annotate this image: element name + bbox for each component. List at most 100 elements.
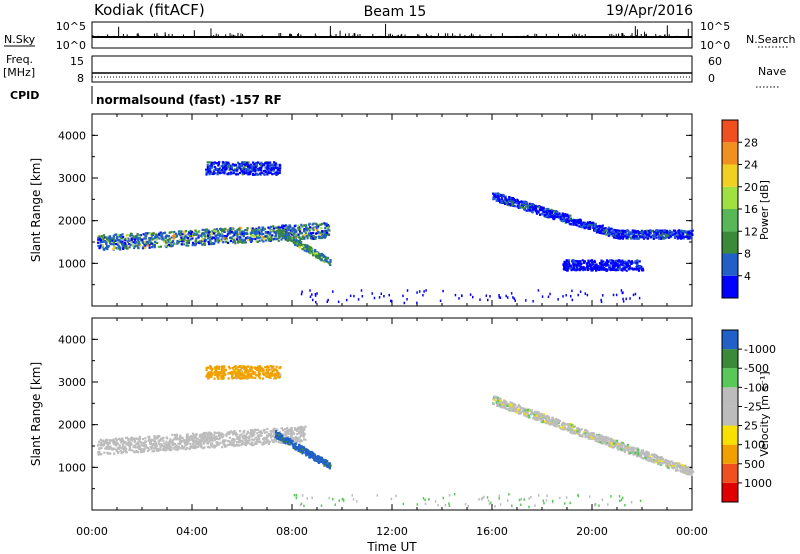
data-cell [254,237,257,241]
data-cell [489,295,491,298]
data-cell [618,237,621,240]
data-cell [646,237,649,240]
data-cell [655,230,658,233]
data-cell [131,237,134,240]
data-cell [461,294,463,298]
data-cell [244,163,248,166]
data-cell [213,431,216,434]
data-cell [618,264,621,267]
data-cell [239,164,242,168]
data-cell [274,166,277,169]
data-cell [280,238,283,241]
data-cell [576,219,579,222]
data-cell [309,289,311,292]
data-cell [654,229,658,232]
data-cell [542,206,545,209]
data-cell [673,229,677,232]
data-cell [295,429,299,433]
data-cell [658,235,661,238]
data-cell [691,229,694,232]
data-cell [564,265,567,268]
data-cell [211,367,214,370]
data-cell [130,241,133,244]
data-cell [291,444,295,447]
data-cell [205,439,208,442]
data-cell [229,441,232,444]
data-cell [204,230,207,233]
data-cell [130,443,133,446]
data-cell [572,223,575,226]
data-cell [254,230,257,233]
data-cell [636,455,639,458]
data-cell [570,269,573,272]
data-cell [562,264,565,267]
data-cell [254,169,257,172]
data-cell [236,241,240,244]
data-cell [247,431,250,434]
data-cell [149,237,153,240]
data-cell [280,435,283,438]
data-cell [251,429,255,432]
data-cell [168,444,171,447]
data-cell [199,241,202,245]
data-cell [224,236,227,239]
y-tick-label: 2000 [58,419,86,432]
data-cell [283,441,286,444]
data-cell [111,439,114,442]
data-cell [669,235,673,238]
data-cell [218,233,222,236]
data-cell [648,234,651,237]
data-cell [125,234,128,237]
data-cell [271,439,274,442]
data-cell [112,241,115,244]
data-cell [256,428,260,431]
data-cell [305,229,309,232]
data-cell [297,446,301,449]
data-cell [229,166,232,169]
data-cell [231,227,234,230]
data-cell [319,457,322,461]
data-cell [580,221,583,225]
data-cell [202,228,205,232]
data-cell [184,236,188,239]
data-cell [106,444,109,447]
data-cell [297,233,300,236]
data-cell [128,446,132,450]
data-cell [623,230,627,233]
data-cell [122,247,125,250]
data-cell [261,370,264,373]
data-cell [236,377,239,380]
data-cell [239,230,242,233]
data-cell [625,233,628,236]
data-cell [597,265,600,268]
data-cell [608,228,611,231]
data-cell [326,256,329,259]
data-cell [271,372,274,376]
data-cell [308,450,311,454]
data-cell [129,243,132,247]
data-cell [299,242,302,245]
data-cell [99,244,102,247]
data-cell [528,204,531,207]
data-cell [208,436,212,439]
data-cell [242,170,246,173]
data-cell [240,161,244,164]
data-cell [133,439,137,442]
data-cell [545,215,549,218]
data-cell [550,214,554,218]
data-cell [98,452,101,456]
data-cell [595,264,598,267]
data-cell [689,234,692,238]
data-cell [312,235,315,238]
data-cell [321,231,324,234]
data-cell [605,264,608,267]
data-cell [221,436,224,439]
data-cell [153,450,156,453]
data-cell [137,441,140,444]
data-cell [517,404,521,407]
data-cell [637,237,640,240]
data-cell [673,234,676,237]
data-cell [192,446,195,450]
data-cell [185,439,188,443]
data-cell [611,267,614,270]
